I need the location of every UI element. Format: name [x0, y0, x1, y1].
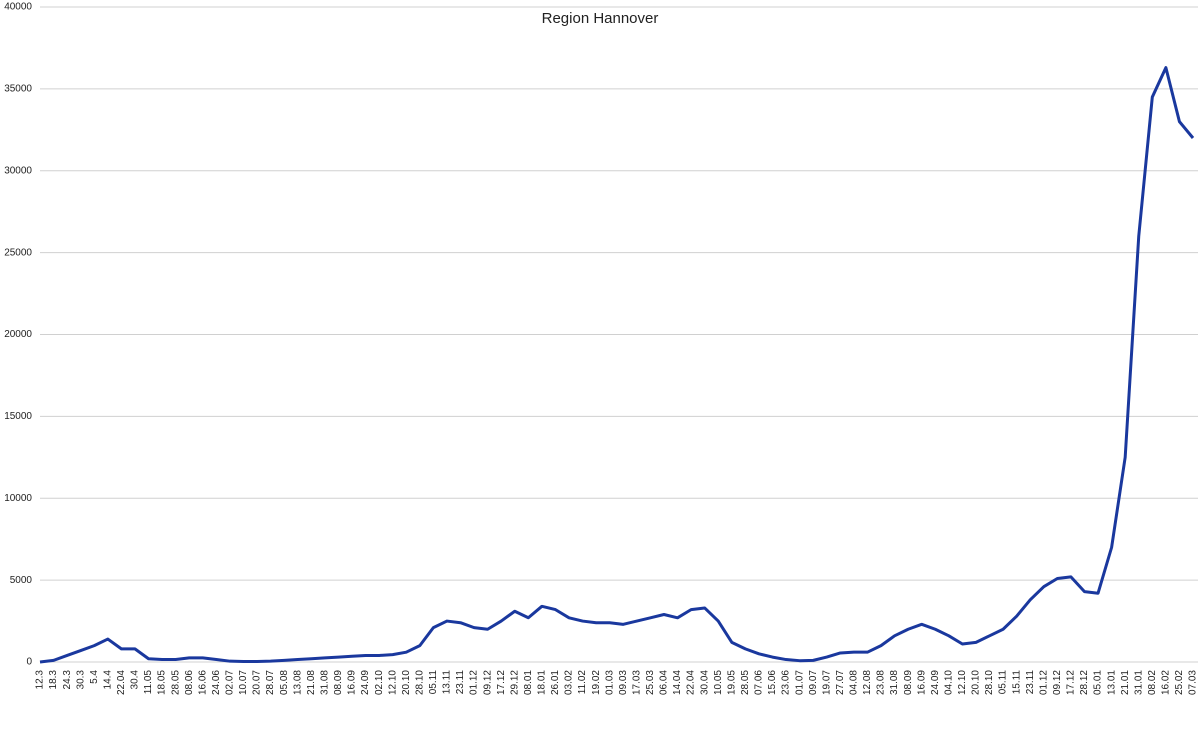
x-tick-label: 25.02 — [1174, 670, 1185, 695]
x-tick-label: 21.01 — [1120, 670, 1131, 695]
x-tick-label: 13.11 — [442, 670, 453, 695]
x-tick-label: 01.07 — [794, 670, 805, 695]
x-tick-label: 10.07 — [238, 670, 249, 695]
y-tick-label: 5000 — [10, 575, 33, 586]
x-tick-label: 28.12 — [1079, 670, 1090, 695]
x-tick-label: 22.04 — [686, 670, 697, 695]
x-tick-label: 05.11 — [428, 670, 439, 695]
x-tick-label: 08.09 — [903, 670, 914, 695]
x-tick-label: 23.11 — [1025, 670, 1036, 695]
x-tick-label: 5.4 — [89, 670, 100, 684]
y-tick-label: 25000 — [4, 247, 32, 258]
x-tick-label: 26.01 — [550, 670, 561, 695]
x-tick-label: 11.02 — [577, 670, 588, 695]
x-tick-label: 05.08 — [279, 670, 290, 695]
x-tick-label: 19.05 — [726, 670, 737, 695]
x-tick-label: 12.10 — [957, 670, 968, 695]
x-tick-label: 23.11 — [455, 670, 466, 695]
x-tick-label: 06.04 — [659, 670, 670, 695]
x-tick-label: 09.12 — [1052, 670, 1063, 695]
x-tick-label: 13.01 — [1106, 670, 1117, 695]
x-tick-label: 28.10 — [414, 670, 425, 695]
x-tick-label: 24.3 — [62, 670, 73, 690]
x-tick-label: 12.08 — [862, 670, 873, 695]
x-tick-label: 10.05 — [713, 670, 724, 695]
x-tick-label: 07.06 — [754, 670, 765, 695]
x-tick-label: 24.09 — [360, 670, 371, 695]
x-tick-label: 13.08 — [292, 670, 303, 695]
x-tick-label: 31.01 — [1133, 670, 1144, 695]
x-tick-label: 11.05 — [143, 670, 154, 695]
x-tick-label: 12.10 — [387, 670, 398, 695]
x-tick-label: 17.03 — [631, 670, 642, 695]
x-tick-label: 18.05 — [157, 670, 168, 695]
x-tick-label: 30.4 — [130, 670, 141, 690]
x-tick-label: 19.07 — [821, 670, 832, 695]
x-tick-label: 19.02 — [591, 670, 602, 695]
x-tick-label: 28.05 — [740, 670, 751, 695]
x-tick-label: 27.07 — [835, 670, 846, 695]
x-tick-label: 07.03 — [1188, 670, 1199, 695]
x-tick-label: 02.10 — [374, 670, 385, 695]
x-tick-label: 09.03 — [618, 670, 629, 695]
y-tick-label: 10000 — [4, 493, 32, 504]
x-tick-label: 15.06 — [767, 670, 778, 695]
x-tick-label: 03.02 — [564, 670, 575, 695]
x-tick-label: 08.06 — [184, 670, 195, 695]
y-tick-label: 35000 — [4, 84, 32, 95]
x-tick-label: 05.01 — [1093, 670, 1104, 695]
x-tick-label: 20.07 — [252, 670, 263, 695]
y-tick-label: 15000 — [4, 411, 32, 422]
x-tick-label: 09.07 — [808, 670, 819, 695]
y-tick-label: 40000 — [4, 2, 32, 13]
x-tick-label: 15.11 — [1011, 670, 1022, 695]
x-tick-label: 14.4 — [102, 670, 113, 690]
x-tick-label: 14.04 — [672, 670, 683, 695]
x-tick-label: 01.12 — [1038, 670, 1049, 695]
x-tick-label: 21.08 — [306, 670, 317, 695]
x-tick-label: 31.08 — [889, 670, 900, 695]
x-tick-label: 01.12 — [469, 670, 480, 695]
y-tick-label: 30000 — [4, 165, 32, 176]
x-tick-label: 16.09 — [916, 670, 927, 695]
x-tick-label: 02.07 — [225, 670, 236, 695]
x-tick-label: 12.3 — [35, 670, 46, 690]
x-tick-label: 17.12 — [496, 670, 507, 695]
x-tick-label: 04.08 — [849, 670, 860, 695]
chart-title: Region Hannover — [542, 10, 659, 27]
x-tick-label: 18.3 — [48, 670, 59, 690]
x-tick-label: 08.01 — [523, 670, 534, 695]
x-tick-label: 18.01 — [537, 670, 548, 695]
x-tick-label: 16.02 — [1161, 670, 1172, 695]
x-tick-label: 16.09 — [347, 670, 358, 695]
x-tick-label: 05.11 — [998, 670, 1009, 695]
x-tick-label: 01.03 — [604, 670, 615, 695]
data-line — [39, 66, 1195, 664]
x-tick-label: 23.08 — [876, 670, 887, 695]
x-tick-label: 20.10 — [971, 670, 982, 695]
x-tick-label: 28.07 — [265, 670, 276, 695]
x-tick-label: 09.12 — [482, 670, 493, 695]
x-tick-label: 31.08 — [319, 670, 330, 695]
x-tick-label: 25.03 — [645, 670, 656, 695]
x-tick-label: 08.02 — [1147, 670, 1158, 695]
x-tick-label: 20.10 — [401, 670, 412, 695]
x-tick-label: 24.06 — [211, 670, 222, 695]
y-tick-label: 0 — [26, 657, 32, 668]
x-tick-label: 28.10 — [984, 670, 995, 695]
x-tick-label: 28.05 — [170, 670, 181, 695]
x-tick-label: 30.3 — [75, 670, 86, 690]
x-tick-label: 16.06 — [197, 670, 208, 695]
x-tick-label: 24.09 — [930, 670, 941, 695]
x-tick-label: 08.09 — [333, 670, 344, 695]
x-tick-label: 23.06 — [781, 670, 792, 695]
x-tick-label: 30.04 — [699, 670, 710, 695]
x-tick-label: 22.04 — [116, 670, 127, 695]
x-tick-label: 17.12 — [1066, 670, 1077, 695]
y-tick-label: 20000 — [4, 329, 32, 340]
x-tick-label: 04.10 — [943, 670, 954, 695]
x-tick-label: 29.12 — [509, 670, 520, 695]
